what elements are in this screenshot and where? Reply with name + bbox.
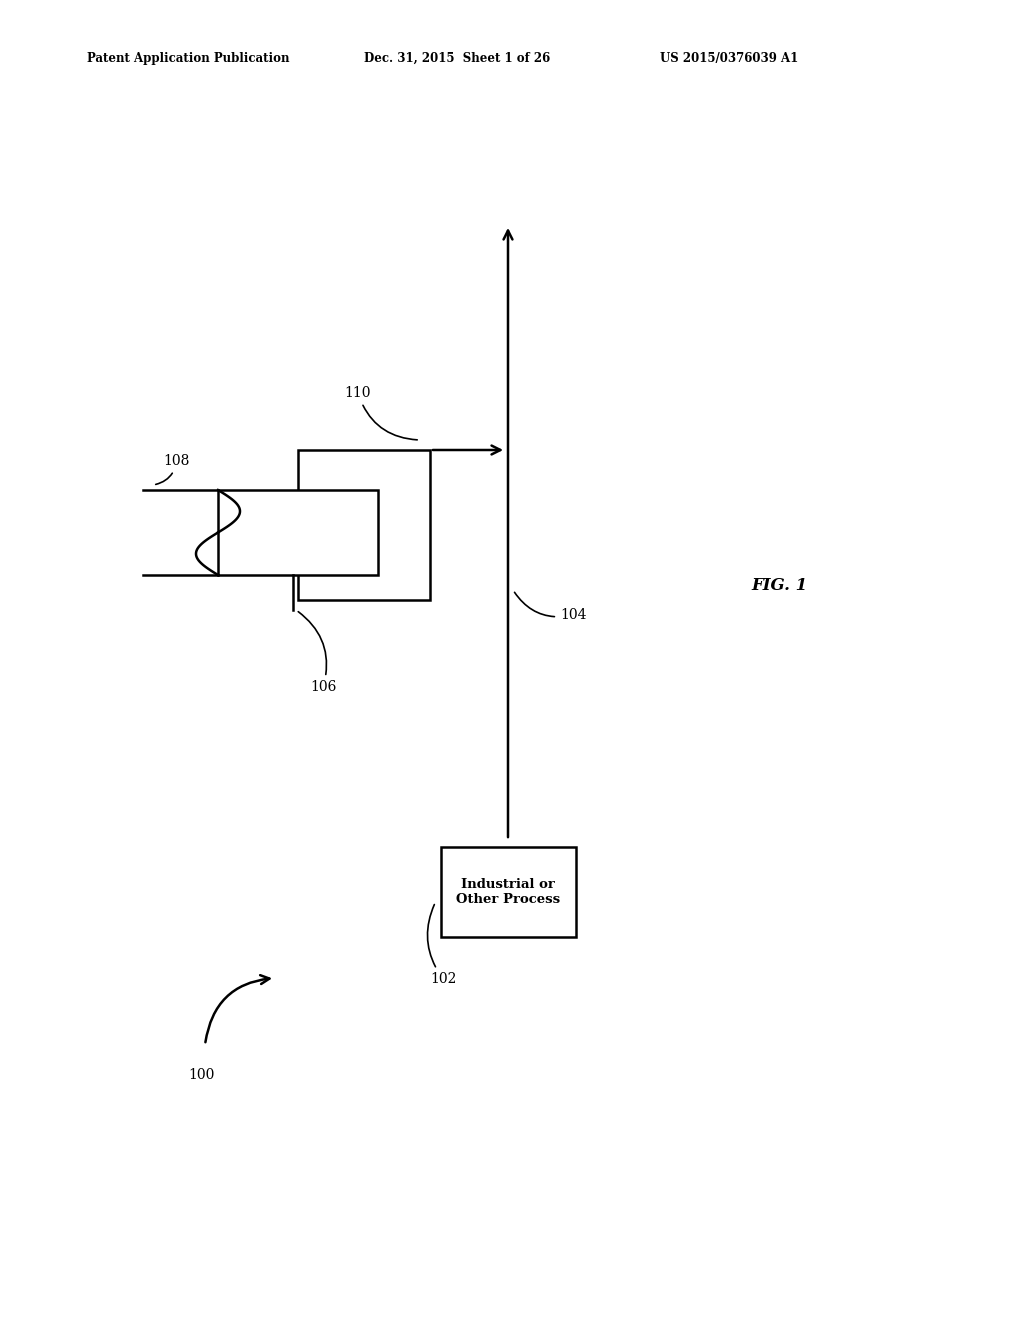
Text: Industrial or
Other Process: Industrial or Other Process [456,878,560,906]
Text: 110: 110 [345,385,417,440]
Bar [218,490,378,576]
Text: FIG. 1: FIG. 1 [752,577,808,594]
Text: 108: 108 [156,454,190,484]
Bar [440,847,575,937]
Text: 102: 102 [427,904,457,986]
Text: Dec. 31, 2015  Sheet 1 of 26: Dec. 31, 2015 Sheet 1 of 26 [364,51,550,65]
Text: 104: 104 [514,593,587,622]
Text: Patent Application Publication: Patent Application Publication [87,51,290,65]
Bar [298,450,430,601]
Text: US 2015/0376039 A1: US 2015/0376039 A1 [660,51,799,65]
Text: 106: 106 [298,611,336,694]
Text: 100: 100 [188,1068,214,1082]
